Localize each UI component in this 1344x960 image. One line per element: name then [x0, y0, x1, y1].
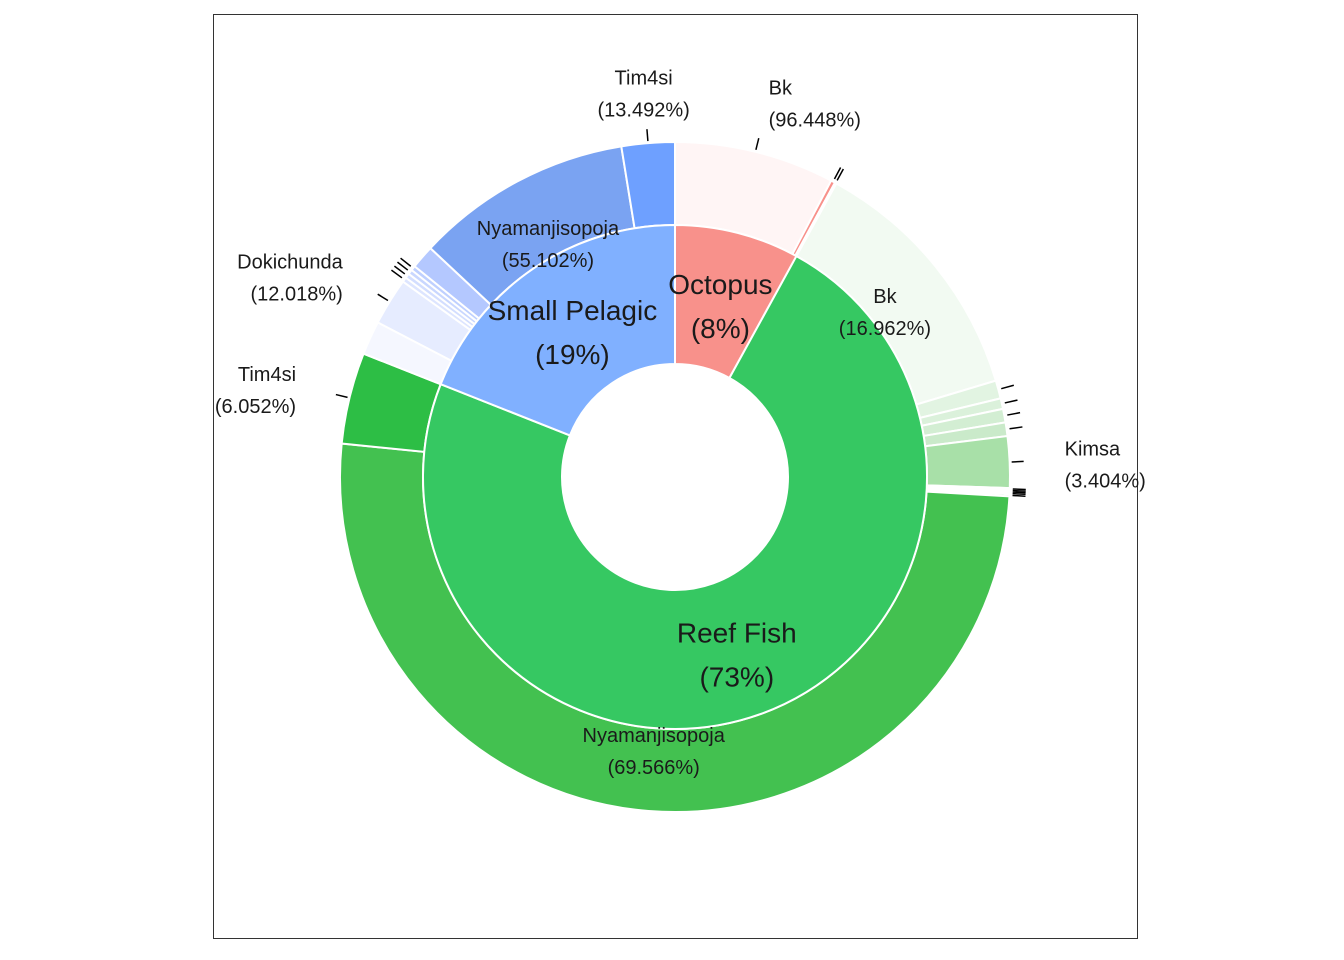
leader-tick	[397, 261, 409, 271]
leader-tick	[1004, 399, 1018, 404]
inner-pct-small-pelagic: (19%)	[535, 339, 610, 370]
inner-label-small-pelagic: Small Pelagic	[488, 295, 658, 326]
leader-tick	[1009, 426, 1023, 430]
inner-label-octopus: Octopus	[668, 269, 772, 300]
plot-panel	[213, 14, 1138, 939]
leader-tick	[1012, 489, 1026, 492]
leader-tick	[1012, 491, 1026, 494]
outer-slice-reef-fish-kimsa	[923, 434, 1011, 490]
leader-tick	[836, 168, 845, 181]
leader-tick	[1007, 411, 1021, 416]
outer-label-reef-fish-kimsa: Kimsa	[1065, 439, 1121, 461]
outer-pct-octopus-bk: (96.448%)	[769, 109, 861, 131]
outer-pct-reef-fish-nyamanjisopoja: (69.566%)	[608, 757, 700, 779]
outer-label-reef-fish-bk: Bk	[873, 286, 897, 308]
outer-label-small-pelagic-tim4si: Tim4si	[615, 67, 673, 89]
leader-tick	[833, 167, 842, 180]
leader-line-tim4si	[335, 393, 348, 399]
inner-label-reef-fish: Reef Fish	[677, 618, 797, 649]
outer-pct-reef-fish-bk: (16.962%)	[839, 318, 931, 340]
leader-tick	[1012, 492, 1026, 496]
leader-tick	[393, 265, 406, 275]
inner-pct-octopus: (8%)	[691, 313, 750, 344]
leader-line-bk	[755, 138, 760, 151]
leader-line-kimsa	[1011, 460, 1024, 463]
outer-pct-small-pelagic-dokichunda: (12.018%)	[251, 284, 343, 306]
leader-line-tim4si	[646, 129, 649, 142]
outer-pct-reef-fish-kimsa: (3.404%)	[1065, 471, 1146, 493]
outer-pct-small-pelagic-nyamanjisopoja: (55.102%)	[502, 250, 594, 272]
outer-pct-reef-fish-tim4si: (6.052%)	[215, 396, 296, 418]
inner-pct-reef-fish: (73%)	[699, 662, 774, 693]
outer-label-small-pelagic-dokichunda: Dokichunda	[237, 252, 344, 274]
outer-label-reef-fish-tim4si: Tim4si	[238, 364, 296, 386]
leader-tick	[1001, 384, 1014, 390]
inner-ring	[422, 223, 928, 730]
outer-label-small-pelagic-nyamanjisopoja: Nyamanjisopoja	[477, 218, 620, 240]
outer-pct-small-pelagic-tim4si: (13.492%)	[597, 99, 689, 121]
outer-ring	[339, 140, 1011, 813]
leader-lines	[335, 129, 1026, 497]
donut-hole	[562, 364, 788, 590]
slice-labels: Octopus (8%) Reef Fish (73%) Small Pelagic (1…	[215, 67, 1146, 779]
leader-tick	[400, 257, 412, 267]
outer-label-reef-fish-nyamanjisopoja: Nyamanjisopoja	[583, 725, 726, 747]
leader-line-dokichunda	[377, 293, 389, 302]
leader-tick	[390, 269, 403, 279]
leader-tick	[1012, 494, 1026, 497]
outer-label-octopus-bk: Bk	[769, 77, 793, 99]
